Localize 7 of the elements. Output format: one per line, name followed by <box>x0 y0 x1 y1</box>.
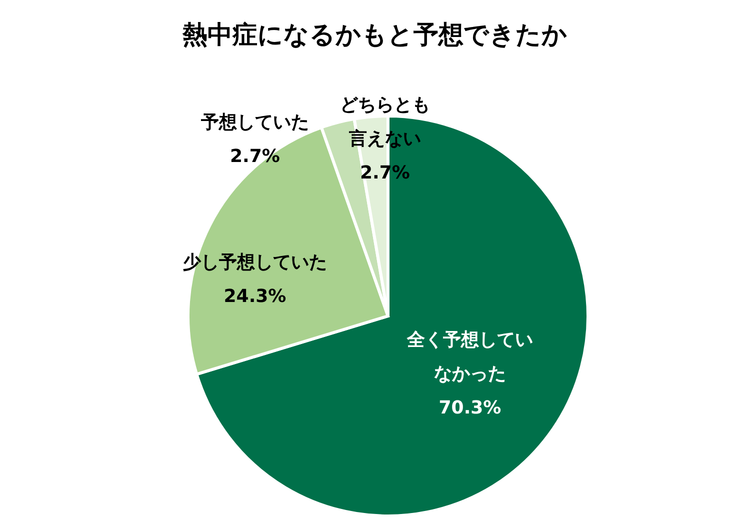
data-label: 24.3% <box>222 285 288 309</box>
data-label: 70.3% <box>438 397 502 422</box>
slice-label: 全く予想していなかった <box>406 328 534 387</box>
slice-label: 少し予想していた <box>182 250 328 275</box>
data-label: 2.7% <box>229 145 281 169</box>
slice-label: 予想していた <box>200 110 310 135</box>
chart-title: 熱中症になるかもと予想できたか <box>181 19 568 51</box>
